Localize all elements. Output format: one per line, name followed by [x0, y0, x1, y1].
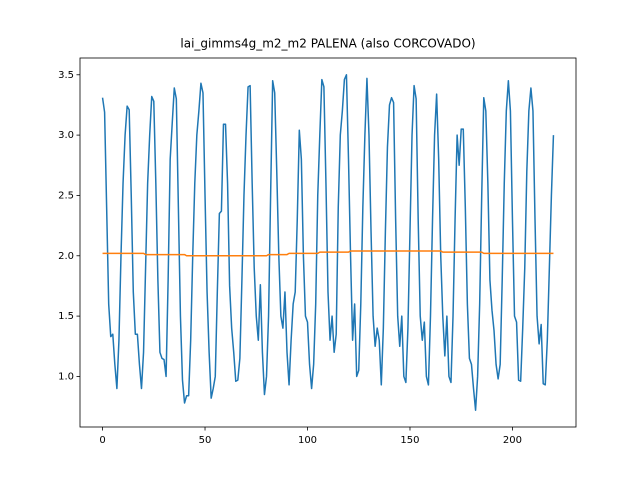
series-line: [101, 74, 555, 411]
y-tick-label: 2.0: [58, 251, 74, 262]
x-tick-label: 0: [99, 435, 105, 446]
x-tick-label: 50: [199, 435, 212, 446]
y-tick-label: 3.5: [58, 70, 74, 81]
y-tick-label: 3.0: [58, 130, 74, 141]
y-tick-label: 1.5: [58, 311, 74, 322]
y-tick-label: 1.0: [58, 371, 74, 382]
x-tick-label: 100: [298, 435, 317, 446]
series-line: [102, 250, 554, 257]
plot-frame: [79, 57, 577, 428]
chart-title: lai_gimms4g_m2_m2 PALENA (also CORCOVADO…: [180, 37, 475, 51]
x-tick-label: 150: [400, 435, 419, 446]
y-tick-label: 2.5: [58, 190, 74, 201]
x-tick-label: 200: [503, 435, 522, 446]
